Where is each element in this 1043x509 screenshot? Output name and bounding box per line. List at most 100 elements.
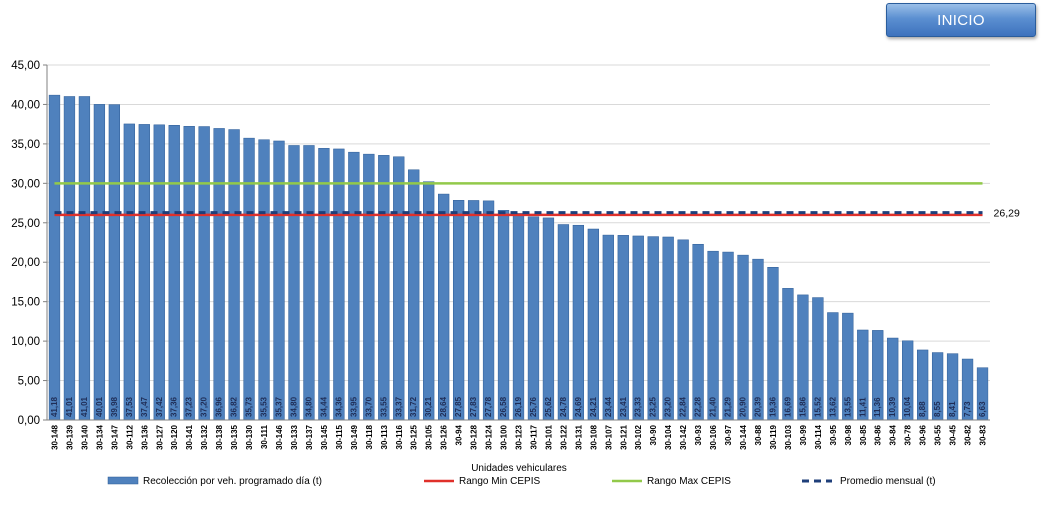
data-label: 34,44: [319, 396, 328, 417]
data-label: 13,62: [828, 396, 837, 417]
bar: [228, 129, 240, 421]
data-label: 20,90: [739, 396, 748, 417]
data-label: 35,73: [245, 396, 254, 417]
x-tick-label: 30-84: [889, 424, 898, 445]
x-tick-label: 30-148: [50, 424, 59, 449]
bar: [288, 145, 300, 421]
x-tick-label: 30-113: [380, 424, 389, 449]
data-label: 22,84: [679, 396, 688, 417]
x-tick-label: 30-139: [65, 424, 74, 449]
data-label: 25,76: [529, 396, 538, 417]
y-tick-label: 30,00: [11, 178, 40, 190]
bar: [243, 137, 255, 421]
data-label: 37,42: [155, 396, 164, 417]
bar: [198, 126, 210, 421]
x-tick-label: 30-82: [964, 424, 973, 445]
data-label: 16,69: [783, 396, 792, 417]
y-tick-label: 25,00: [11, 218, 40, 230]
y-tick-label: 10,00: [11, 336, 40, 348]
data-label: 41,01: [80, 396, 89, 417]
data-label: 23,20: [664, 396, 673, 417]
x-tick-label: 30-114: [814, 424, 823, 449]
data-label: 27,78: [484, 396, 493, 417]
bar: [183, 126, 195, 421]
x-tick-label: 30-93: [694, 424, 703, 445]
bar: [153, 124, 165, 421]
bars: [48, 94, 989, 421]
data-label: 23,44: [604, 396, 613, 417]
y-tick-label: 20,00: [11, 257, 40, 269]
x-tick-label: 30-99: [799, 424, 808, 445]
x-tick-label: 30-126: [440, 424, 449, 449]
x-tick-label: 30-147: [110, 424, 119, 449]
bar: [48, 94, 61, 421]
x-tick-label: 30-55: [934, 424, 943, 445]
data-label: 37,36: [170, 396, 179, 417]
bar: [617, 235, 629, 421]
x-tick-label: 30-112: [125, 424, 134, 449]
legend-label-max: Rango Max CEPIS: [647, 476, 731, 487]
bar: [692, 243, 704, 421]
data-label: 39,98: [110, 396, 119, 417]
x-tick-label: 30-111: [260, 424, 269, 449]
bar: [348, 151, 360, 421]
x-tick-label: 30-95: [829, 424, 838, 445]
bar: [602, 234, 614, 421]
data-labels: 41,18 41,01 41,01 40,01 39,98 37,53 37,47 37,42…: [50, 396, 987, 417]
bar: [423, 181, 435, 421]
bar: [213, 128, 225, 421]
data-label: 34,80: [289, 396, 298, 417]
y-tick-labels: 0,00 5,00 10,00 15,00 20,00 25,00 30,00 35,00 40…: [11, 60, 40, 427]
bar: [93, 104, 106, 421]
bar: [467, 200, 480, 421]
x-tick-label: 30-141: [185, 424, 194, 449]
data-label: 33,37: [394, 396, 403, 417]
bar: [363, 153, 375, 421]
x-tick-label: 30-104: [664, 424, 673, 449]
x-tick-label: 30-119: [769, 424, 778, 449]
bar: [168, 125, 180, 421]
data-label: 37,20: [200, 396, 209, 417]
data-label: 41,18: [50, 396, 59, 417]
data-label: 31,72: [409, 396, 418, 417]
x-tick-label: 30-45: [949, 424, 958, 445]
x-tick-label: 30-107: [604, 424, 613, 449]
x-tick-label: 30-135: [230, 424, 239, 449]
bar: [647, 236, 659, 421]
data-label: 35,37: [275, 396, 284, 417]
data-label: 20,39: [753, 396, 762, 417]
bar: [78, 96, 91, 421]
axes: [43, 64, 990, 421]
bar: [722, 251, 734, 421]
data-label: 37,47: [140, 396, 149, 417]
x-tick-label: 30-85: [859, 424, 868, 445]
bar: [393, 156, 405, 421]
data-label: 34,80: [304, 396, 313, 417]
y-tick-label: 45,00: [11, 60, 40, 72]
x-tick-label: 30-131: [574, 424, 583, 449]
x-axis-title: Unidades vehiculares: [471, 463, 567, 474]
x-tick-label: 30-103: [784, 424, 793, 449]
bar: [512, 213, 525, 421]
x-tick-label: 30-130: [245, 424, 254, 449]
data-label: 37,53: [125, 396, 134, 417]
data-label: 28,64: [439, 396, 448, 417]
x-tick-label: 30-125: [410, 424, 419, 449]
x-tick-label: 30-108: [589, 424, 598, 449]
average-annotation: 26,29: [994, 208, 1020, 220]
x-tick-label: 30-101: [544, 424, 553, 449]
data-label: 24,69: [574, 396, 583, 417]
data-label: 10,04: [903, 396, 912, 417]
bar: [318, 148, 330, 421]
x-tick-label: 30-86: [874, 424, 883, 445]
data-label: 13,55: [843, 396, 852, 417]
data-label: 22,28: [694, 396, 703, 417]
legend-item-max: Rango Max CEPIS: [612, 476, 731, 487]
x-tick-label: 30-146: [275, 424, 284, 449]
bar: [452, 200, 465, 421]
x-tick-label: 30-134: [95, 424, 104, 449]
data-label: 26,19: [514, 396, 523, 417]
x-tick-label: 30-128: [470, 424, 479, 449]
data-label: 25,62: [544, 396, 553, 417]
inicio-button[interactable]: INICIO: [886, 3, 1036, 37]
